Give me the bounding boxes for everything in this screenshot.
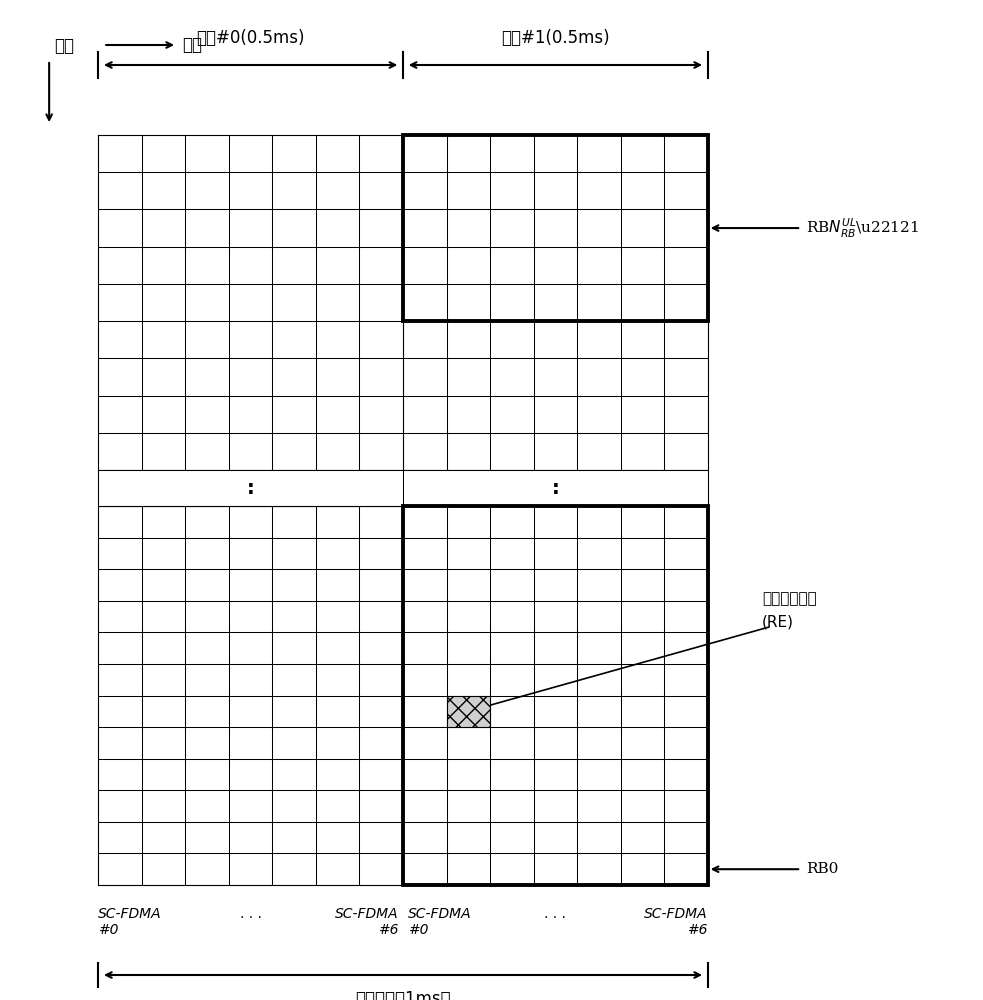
Text: 时隙#0(0.5ms): 时隙#0(0.5ms) <box>197 29 305 47</box>
Text: 时间: 时间 <box>182 36 202 54</box>
Text: (RE): (RE) <box>762 614 794 629</box>
Text: 一个资源元素: 一个资源元素 <box>762 591 817 606</box>
Bar <box>403 506 708 885</box>
Text: SC-FDMA
#6: SC-FDMA #6 <box>644 907 708 937</box>
Text: RB0: RB0 <box>806 862 838 876</box>
Text: 一个子帧（1ms）: 一个子帧（1ms） <box>355 990 451 1000</box>
Text: 时隙#1(0.5ms): 时隙#1(0.5ms) <box>501 29 609 47</box>
Text: SC-FDMA
#6: SC-FDMA #6 <box>334 907 398 937</box>
Bar <box>403 135 708 321</box>
Bar <box>98 506 708 885</box>
Bar <box>98 470 708 506</box>
Bar <box>446 696 491 727</box>
Text: :: : <box>551 479 559 497</box>
Text: . . .: . . . <box>545 907 566 921</box>
Text: RB$N_{RB}^{UL}$\u22121: RB$N_{RB}^{UL}$\u22121 <box>806 216 919 240</box>
Bar <box>98 135 708 470</box>
Text: SC-FDMA
#0: SC-FDMA #0 <box>98 907 162 937</box>
Text: SC-FDMA
#0: SC-FDMA #0 <box>408 907 472 937</box>
Text: 频率: 频率 <box>54 37 74 55</box>
Text: . . .: . . . <box>240 907 261 921</box>
Text: :: : <box>247 479 255 497</box>
